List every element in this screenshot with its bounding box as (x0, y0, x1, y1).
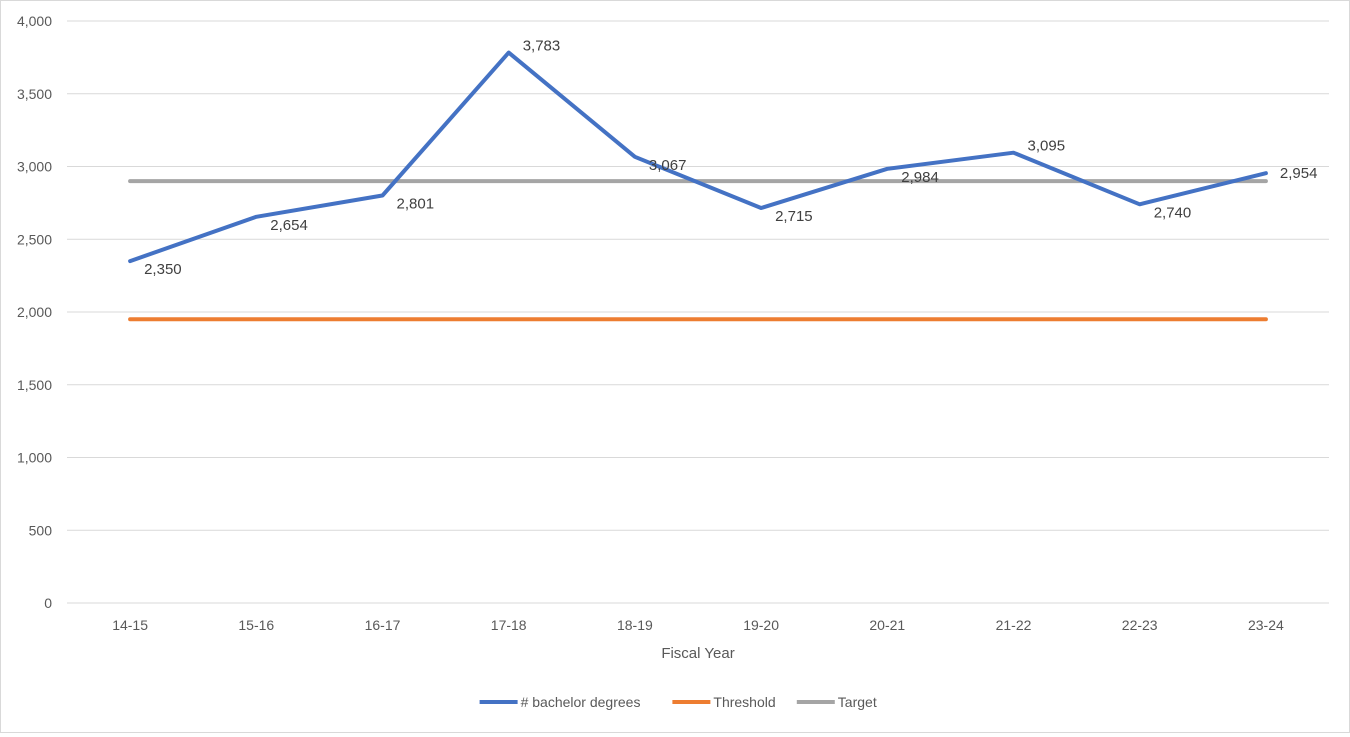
x-tick-label: 19-20 (743, 617, 779, 633)
data-label: 2,801 (397, 195, 435, 212)
x-axis-tick-labels: 14-15 15-16 16-17 17-18 18-19 19-20 20-21 21-22… (112, 617, 1284, 633)
legend-item: Target (796, 694, 877, 710)
data-label: 2,654 (270, 217, 308, 234)
y-tick-label: 3,500 (17, 86, 52, 102)
data-label: 3,067 (649, 157, 687, 174)
x-tick-label: 18-19 (617, 617, 653, 633)
x-tick-label: 22-23 (1122, 617, 1158, 633)
series-line-bachelor-degrees (128, 50, 1268, 264)
data-labels: 2,350 2,654 2,801 3,783 3,067 2,715 2,984 3,095… (144, 38, 1317, 279)
legend-label: Threshold (713, 694, 775, 710)
legend-item: # bachelor degrees (479, 694, 641, 710)
x-tick-label: 15-16 (238, 617, 274, 633)
y-tick-label: 3,000 (17, 159, 52, 175)
data-label: 3,095 (1028, 138, 1066, 155)
data-label: 2,954 (1280, 165, 1318, 182)
y-axis-tick-labels: 0 500 1,000 1,500 2,000 2,500 3,000 3,500 4,000 (17, 13, 52, 611)
x-tick-label: 17-18 (491, 617, 527, 633)
data-label: 2,984 (901, 169, 939, 186)
series-lines (128, 50, 1268, 322)
legend-label: # bachelor degrees (521, 694, 641, 710)
data-label: 2,715 (775, 208, 813, 225)
x-tick-label: 14-15 (112, 617, 148, 633)
y-tick-label: 2,000 (17, 304, 52, 320)
legend-item: Threshold (672, 694, 776, 710)
data-label: 3,783 (523, 38, 561, 55)
data-label: 2,740 (1154, 204, 1192, 221)
x-tick-label: 21-22 (996, 617, 1032, 633)
legend-label: Target (838, 694, 877, 710)
gridlines (67, 20, 1329, 604)
y-tick-label: 1,000 (17, 450, 52, 466)
y-tick-label: 4,000 (17, 13, 52, 29)
data-label: 2,350 (144, 261, 182, 278)
y-tick-label: 1,500 (17, 377, 52, 393)
legend: # bachelor degrees Threshold Target (479, 694, 877, 710)
y-tick-label: 0 (44, 595, 52, 611)
x-tick-label: 16-17 (365, 617, 401, 633)
x-axis-title: Fiscal Year (661, 645, 734, 662)
x-tick-label: 20-21 (869, 617, 905, 633)
y-tick-label: 2,500 (17, 231, 52, 247)
y-tick-label: 500 (29, 522, 53, 538)
x-tick-label: 23-24 (1248, 617, 1284, 633)
